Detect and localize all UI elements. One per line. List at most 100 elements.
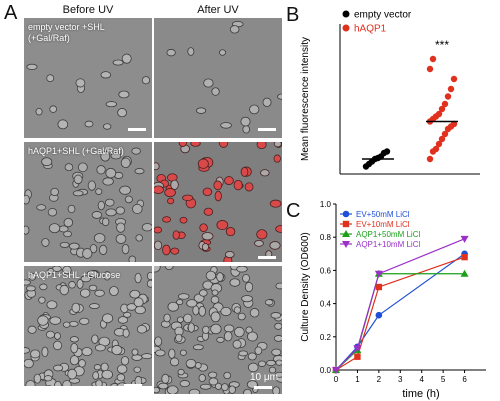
- cell: [112, 59, 124, 66]
- cell: [221, 383, 229, 392]
- cell: [79, 288, 91, 298]
- cell: [223, 324, 235, 333]
- cell: [116, 364, 128, 374]
- legend-label: AQP1+10mM LiCl: [356, 240, 420, 249]
- panel-label-c: C: [286, 200, 301, 222]
- data-point: [332, 367, 340, 374]
- cell: [93, 233, 106, 244]
- cell: [232, 339, 242, 349]
- cell: [89, 303, 100, 309]
- cell: [176, 299, 184, 306]
- data-point: [450, 75, 458, 83]
- data-point: [438, 135, 446, 143]
- cell: [124, 195, 133, 204]
- cell: [185, 358, 197, 369]
- cell: [167, 197, 175, 205]
- cell: [203, 207, 214, 216]
- cell: [54, 380, 62, 386]
- row-label-empty-vector: empty vector +SHL (+Gal/Raf): [28, 22, 105, 43]
- x-tick-label: 0: [334, 375, 339, 384]
- cell: [122, 328, 130, 338]
- cell: [203, 78, 214, 88]
- cell: [275, 282, 282, 290]
- cell: [41, 238, 50, 247]
- cell: [79, 317, 90, 325]
- cell: [220, 306, 232, 317]
- data-point: [435, 110, 443, 118]
- y-tick-label: 0.8: [320, 233, 332, 242]
- cell: [109, 286, 119, 297]
- cell: [214, 190, 222, 202]
- cell: [154, 386, 160, 394]
- cell: [69, 336, 79, 343]
- cell: [91, 211, 103, 219]
- cell: [57, 119, 69, 130]
- cell: [208, 377, 219, 386]
- cell: [133, 366, 142, 373]
- cells-image: [24, 18, 152, 138]
- cell: [201, 243, 209, 251]
- cell: [62, 321, 71, 328]
- series-line: [335, 256, 465, 371]
- cell: [240, 167, 249, 177]
- scale-bar-label: 10 μm: [250, 372, 278, 383]
- cell: [208, 371, 218, 379]
- cell: [190, 142, 201, 147]
- micrograph-ev-before: empty vector +SHL (+Gal/Raf): [24, 18, 152, 138]
- cell: [68, 242, 80, 250]
- cell: [101, 369, 114, 380]
- cell: [256, 229, 268, 240]
- cell: [105, 208, 117, 217]
- cell: [121, 243, 130, 255]
- cell: [273, 335, 282, 342]
- panel-label-b: B: [286, 4, 300, 26]
- cell: [237, 312, 246, 321]
- cell: [100, 362, 109, 372]
- cell: [97, 200, 105, 211]
- cell: [236, 266, 248, 273]
- cell: [48, 223, 61, 234]
- cell: [101, 217, 110, 227]
- data-point: [342, 220, 350, 228]
- cell: [216, 336, 225, 343]
- cell: [242, 125, 251, 134]
- cell: [111, 344, 123, 356]
- cell: [177, 293, 190, 300]
- cell: [103, 123, 112, 130]
- cell: [103, 271, 111, 281]
- cell: [24, 225, 30, 235]
- cell: [131, 354, 143, 361]
- cell: [98, 244, 108, 255]
- cell: [75, 78, 86, 88]
- cell: [24, 279, 31, 286]
- cell: [274, 371, 282, 378]
- cell: [25, 380, 36, 386]
- cell: [62, 266, 72, 275]
- cell: [128, 255, 137, 262]
- cell: [178, 142, 187, 147]
- scale-bar: [258, 128, 276, 131]
- cell: [110, 383, 119, 386]
- data-point: [450, 120, 458, 128]
- cells-image: [154, 18, 282, 138]
- cell: [257, 360, 267, 367]
- cell: [94, 344, 106, 352]
- cell: [210, 311, 221, 323]
- cell: [154, 266, 161, 273]
- cell: [59, 241, 70, 248]
- cell: [260, 169, 270, 177]
- cell: [33, 373, 42, 384]
- cell: [81, 347, 93, 357]
- cell: [161, 373, 170, 384]
- cell: [240, 116, 251, 127]
- cell: [234, 326, 245, 338]
- cell: [277, 93, 282, 100]
- cell: [247, 331, 258, 342]
- cell: [170, 247, 180, 255]
- column-header-before-uv: Before UV: [62, 4, 114, 16]
- legend-label: empty vector: [354, 10, 412, 21]
- cell: [247, 362, 259, 373]
- x-tick-label: 6: [462, 375, 467, 384]
- cell: [68, 320, 79, 327]
- cell: [141, 223, 152, 232]
